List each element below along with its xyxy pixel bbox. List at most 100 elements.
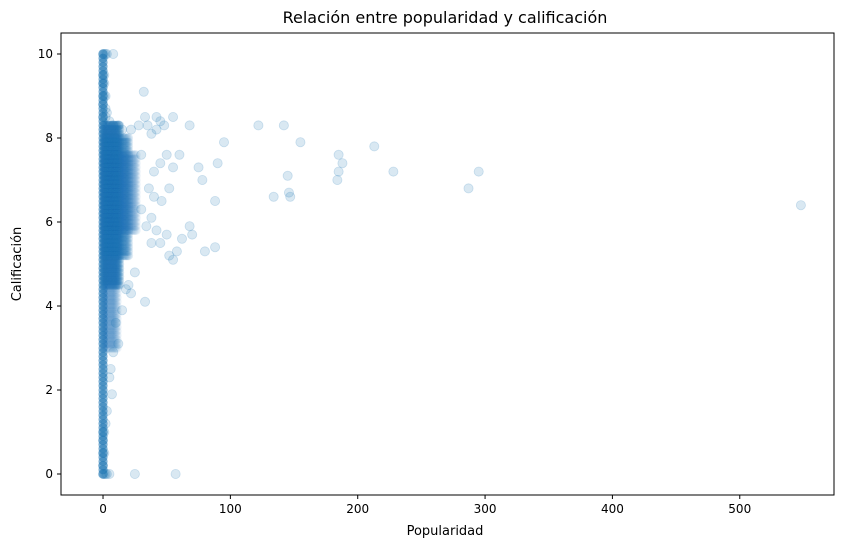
band-point — [102, 251, 112, 261]
scatter-point — [168, 112, 179, 123]
band-point — [114, 141, 125, 151]
band-point — [103, 171, 113, 181]
band-point — [131, 217, 141, 227]
band-point — [109, 280, 120, 290]
band-point — [103, 183, 113, 193]
band-point — [102, 188, 112, 198]
band-point — [109, 133, 120, 143]
band-point — [102, 150, 112, 160]
band-point — [118, 150, 129, 160]
band-point — [102, 330, 112, 340]
band-point — [100, 276, 111, 286]
band-point — [99, 221, 109, 231]
scatter-point — [141, 221, 152, 232]
band-point — [109, 343, 120, 353]
band-point — [128, 167, 139, 177]
band-point — [112, 129, 122, 139]
scatter-point — [98, 70, 109, 81]
band-point — [114, 171, 125, 181]
band-point — [103, 230, 113, 240]
band-point — [122, 204, 132, 214]
band-point — [103, 200, 113, 210]
band-point — [103, 137, 113, 147]
band-point — [103, 175, 113, 185]
band-point — [122, 167, 132, 177]
band-point — [106, 217, 116, 227]
band-point — [108, 188, 118, 198]
band-point — [102, 209, 112, 219]
band-point — [106, 192, 116, 202]
band-point — [106, 330, 116, 340]
band-point — [102, 154, 112, 164]
band-point — [114, 234, 125, 244]
band-point — [112, 221, 122, 231]
band-point — [102, 179, 112, 189]
band-point — [112, 162, 122, 172]
band-point — [130, 188, 140, 198]
band-point — [111, 251, 121, 261]
band-point — [99, 217, 109, 227]
band-point — [112, 158, 122, 168]
band-point — [108, 171, 118, 181]
scatter-point — [104, 468, 115, 479]
band-point — [121, 167, 131, 177]
band-point — [111, 129, 121, 139]
scatter-point — [197, 174, 208, 185]
band-point — [103, 246, 113, 256]
band-point — [109, 297, 120, 307]
band-point — [100, 213, 111, 223]
band-point — [107, 200, 117, 210]
band-point — [107, 255, 117, 265]
band-point — [114, 192, 125, 202]
band-point — [111, 150, 121, 160]
band-point — [122, 251, 132, 261]
band-point — [116, 192, 126, 202]
band-point — [121, 175, 131, 185]
band-point — [99, 175, 109, 185]
band-point — [114, 183, 125, 193]
band-point — [116, 171, 126, 181]
band-point — [99, 242, 109, 252]
band-point — [108, 154, 118, 164]
band-point — [126, 167, 136, 177]
band-point — [106, 217, 116, 227]
scatter-point — [138, 86, 149, 97]
band-point — [112, 284, 122, 294]
band-point — [112, 272, 122, 282]
band-point — [102, 209, 112, 219]
band-point — [104, 196, 114, 206]
band-point — [99, 171, 109, 181]
band-point — [114, 217, 125, 227]
band-point — [100, 179, 111, 189]
scatter-point — [171, 246, 182, 257]
band-point — [106, 167, 116, 177]
band-point — [103, 217, 113, 227]
band-point — [109, 322, 120, 332]
band-point — [100, 309, 111, 319]
band-point — [100, 343, 111, 353]
band-point — [99, 137, 109, 147]
band-point — [121, 196, 131, 206]
band-point — [114, 209, 125, 219]
band-point — [126, 183, 136, 193]
band-point — [121, 150, 131, 160]
band-point — [100, 217, 111, 227]
scatter-point — [151, 124, 162, 135]
band-point — [130, 225, 140, 235]
band-point — [108, 183, 118, 193]
band-point — [112, 137, 122, 147]
band-point — [108, 162, 118, 172]
band-point — [121, 171, 131, 181]
band-point — [131, 154, 141, 164]
band-point — [111, 213, 121, 223]
band-point — [108, 179, 118, 189]
band-point — [120, 196, 130, 206]
band-point — [99, 171, 109, 181]
band-point — [99, 154, 109, 164]
band-point — [130, 200, 140, 210]
band-point — [111, 141, 121, 151]
band-point — [121, 204, 131, 214]
band-point — [117, 200, 127, 210]
band-point — [100, 238, 111, 248]
